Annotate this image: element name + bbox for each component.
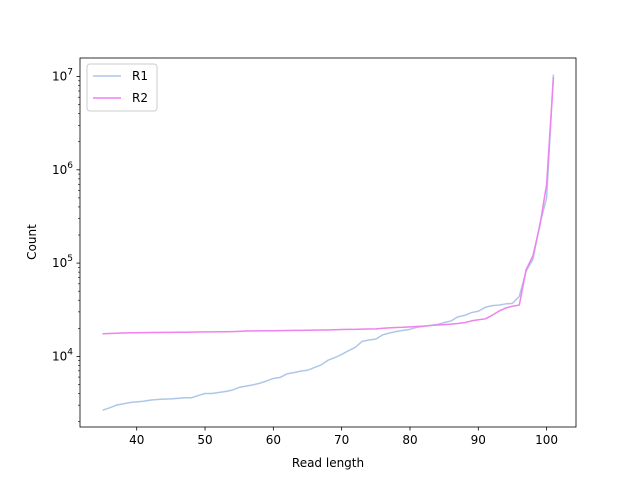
legend-label-r2: R2 xyxy=(132,91,148,105)
x-tick-label: 100 xyxy=(535,433,558,447)
y-tick-label: 107 xyxy=(52,68,73,84)
y-tick-label: 105 xyxy=(52,254,73,270)
ticks-layer: 40 50 60 70 80 90 100 104 105 106 107 xyxy=(52,68,558,447)
x-tick-label: 80 xyxy=(402,433,417,447)
series-layer xyxy=(102,74,555,411)
plot-frame xyxy=(79,57,577,428)
x-axis-label: Read length xyxy=(292,456,364,470)
legend-label-r1: R1 xyxy=(132,69,148,83)
y-axis-label: Count xyxy=(25,224,39,260)
x-tick-label: 60 xyxy=(266,433,281,447)
x-tick-label: 90 xyxy=(471,433,486,447)
y-tick-label: 104 xyxy=(52,347,73,363)
x-tick-label: 70 xyxy=(334,433,349,447)
axes-layer xyxy=(79,57,577,428)
x-tick-label: 50 xyxy=(197,433,212,447)
legend: R1 R2 xyxy=(86,63,158,112)
series-line-r2 xyxy=(102,77,555,335)
series-line-r1 xyxy=(102,74,555,411)
x-tick-label: 40 xyxy=(129,433,144,447)
y-tick-label: 106 xyxy=(52,161,73,177)
